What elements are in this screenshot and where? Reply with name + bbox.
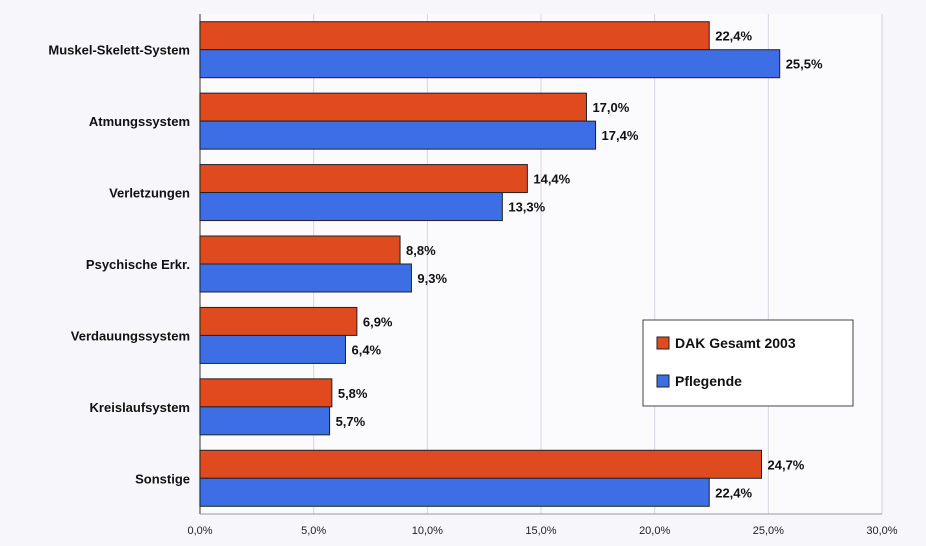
bar <box>199 120 597 150</box>
x-tick-label: 0,0% <box>187 525 212 537</box>
x-tick-label: 5,0% <box>301 525 326 537</box>
category-label: Sonstige <box>135 471 190 486</box>
x-tick-label: 10,0% <box>412 525 443 537</box>
data-label: 6,9% <box>363 314 393 329</box>
category-label: Kreislaufsystem <box>90 400 190 415</box>
data-label: 8,8% <box>406 243 436 258</box>
data-label: 13,3% <box>508 200 545 215</box>
bar <box>199 334 346 364</box>
data-label: 6,4% <box>351 342 381 357</box>
x-tick-label: 20,0% <box>639 525 670 537</box>
bar <box>199 21 710 51</box>
x-tick-label: 15,0% <box>525 525 556 537</box>
category-label: Verdauungssystem <box>71 328 190 343</box>
bar <box>199 378 333 408</box>
data-label: 9,3% <box>417 271 447 286</box>
data-label: 17,4% <box>602 128 639 143</box>
bar <box>199 192 503 222</box>
legend-label: Pflegende <box>675 373 742 389</box>
bar <box>199 406 331 436</box>
bar <box>199 49 781 79</box>
legend-label: DAK Gesamt 2003 <box>675 335 796 351</box>
category-label: Atmungssystem <box>89 114 190 129</box>
bar <box>199 477 710 507</box>
legend-box <box>642 319 854 407</box>
data-label: 25,5% <box>786 57 823 72</box>
data-label: 14,4% <box>533 172 570 187</box>
data-label: 5,7% <box>336 414 366 429</box>
bar <box>199 92 587 122</box>
bar <box>199 263 412 293</box>
data-label: 22,4% <box>715 485 752 500</box>
x-tick-label: 30,0% <box>866 525 897 537</box>
legend-swatch <box>656 374 670 388</box>
category-label: Verletzungen <box>109 186 190 201</box>
x-tick-label: 25,0% <box>753 525 784 537</box>
data-label: 24,7% <box>768 457 805 472</box>
bar <box>199 449 763 479</box>
data-label: 22,4% <box>715 29 752 44</box>
category-label: Muskel-Skelett-System <box>48 43 190 58</box>
bar <box>199 235 401 265</box>
data-label: 5,8% <box>338 386 368 401</box>
data-label: 17,0% <box>592 100 629 115</box>
legend-swatch <box>656 336 670 350</box>
bar <box>199 306 358 336</box>
bar <box>199 164 528 194</box>
category-label: Psychische Erkr. <box>86 257 190 272</box>
